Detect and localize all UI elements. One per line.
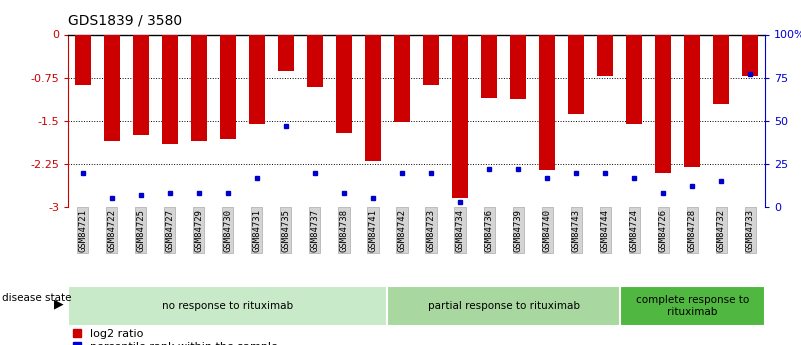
Text: no response to rituximab: no response to rituximab bbox=[163, 301, 293, 311]
Text: GSM84738: GSM84738 bbox=[340, 208, 348, 252]
Bar bbox=[249, 34, 265, 124]
Text: complete response to
rituximab: complete response to rituximab bbox=[636, 295, 749, 317]
Bar bbox=[394, 34, 410, 122]
Text: GSM84723: GSM84723 bbox=[427, 208, 436, 252]
Text: GSM84721: GSM84721 bbox=[78, 208, 87, 252]
Bar bbox=[68, 286, 388, 326]
Text: GSM84731: GSM84731 bbox=[252, 208, 261, 252]
Text: GSM84728: GSM84728 bbox=[688, 208, 697, 252]
Bar bbox=[103, 34, 119, 141]
Bar bbox=[452, 34, 468, 198]
Text: GSM84736: GSM84736 bbox=[485, 208, 493, 252]
Text: GSM84724: GSM84724 bbox=[630, 208, 638, 252]
Text: GSM84733: GSM84733 bbox=[746, 208, 755, 252]
Text: GSM84742: GSM84742 bbox=[397, 208, 406, 252]
Legend: log2 ratio, percentile rank within the sample: log2 ratio, percentile rank within the s… bbox=[68, 324, 283, 345]
Bar bbox=[423, 34, 439, 85]
Bar bbox=[133, 34, 149, 135]
Text: GSM84735: GSM84735 bbox=[281, 208, 290, 252]
Bar bbox=[510, 34, 526, 99]
Bar bbox=[307, 34, 323, 87]
Text: GSM84744: GSM84744 bbox=[601, 208, 610, 252]
Text: GDS1839 / 3580: GDS1839 / 3580 bbox=[68, 14, 182, 28]
Bar bbox=[74, 34, 91, 85]
Text: GSM84725: GSM84725 bbox=[136, 208, 145, 252]
Bar bbox=[626, 34, 642, 124]
Text: GSM84740: GSM84740 bbox=[543, 208, 552, 252]
Text: GSM84727: GSM84727 bbox=[165, 208, 174, 252]
Bar bbox=[481, 34, 497, 98]
Bar bbox=[336, 34, 352, 134]
Text: GSM84732: GSM84732 bbox=[717, 208, 726, 252]
Bar bbox=[365, 34, 381, 161]
Text: GSM84741: GSM84741 bbox=[368, 208, 377, 252]
Bar bbox=[743, 34, 759, 76]
Bar bbox=[620, 286, 765, 326]
Bar bbox=[684, 34, 700, 167]
Text: partial response to rituximab: partial response to rituximab bbox=[428, 301, 580, 311]
Bar bbox=[191, 34, 207, 141]
Bar bbox=[278, 34, 294, 71]
Text: GSM84737: GSM84737 bbox=[311, 208, 320, 252]
Text: GSM84743: GSM84743 bbox=[572, 208, 581, 252]
Text: GSM84726: GSM84726 bbox=[659, 208, 668, 252]
Text: ▶: ▶ bbox=[54, 298, 64, 311]
Bar bbox=[598, 34, 614, 76]
Bar bbox=[655, 34, 671, 172]
Text: GSM84734: GSM84734 bbox=[456, 208, 465, 252]
Text: disease state: disease state bbox=[2, 293, 71, 303]
Text: GSM84739: GSM84739 bbox=[513, 208, 522, 252]
Text: GSM84729: GSM84729 bbox=[195, 208, 203, 252]
Bar bbox=[539, 34, 555, 170]
Text: GSM84730: GSM84730 bbox=[223, 208, 232, 252]
Bar bbox=[568, 34, 584, 114]
Bar bbox=[714, 34, 730, 104]
Bar bbox=[388, 286, 620, 326]
Bar bbox=[219, 34, 235, 139]
Text: GSM84722: GSM84722 bbox=[107, 208, 116, 252]
Bar bbox=[162, 34, 178, 144]
